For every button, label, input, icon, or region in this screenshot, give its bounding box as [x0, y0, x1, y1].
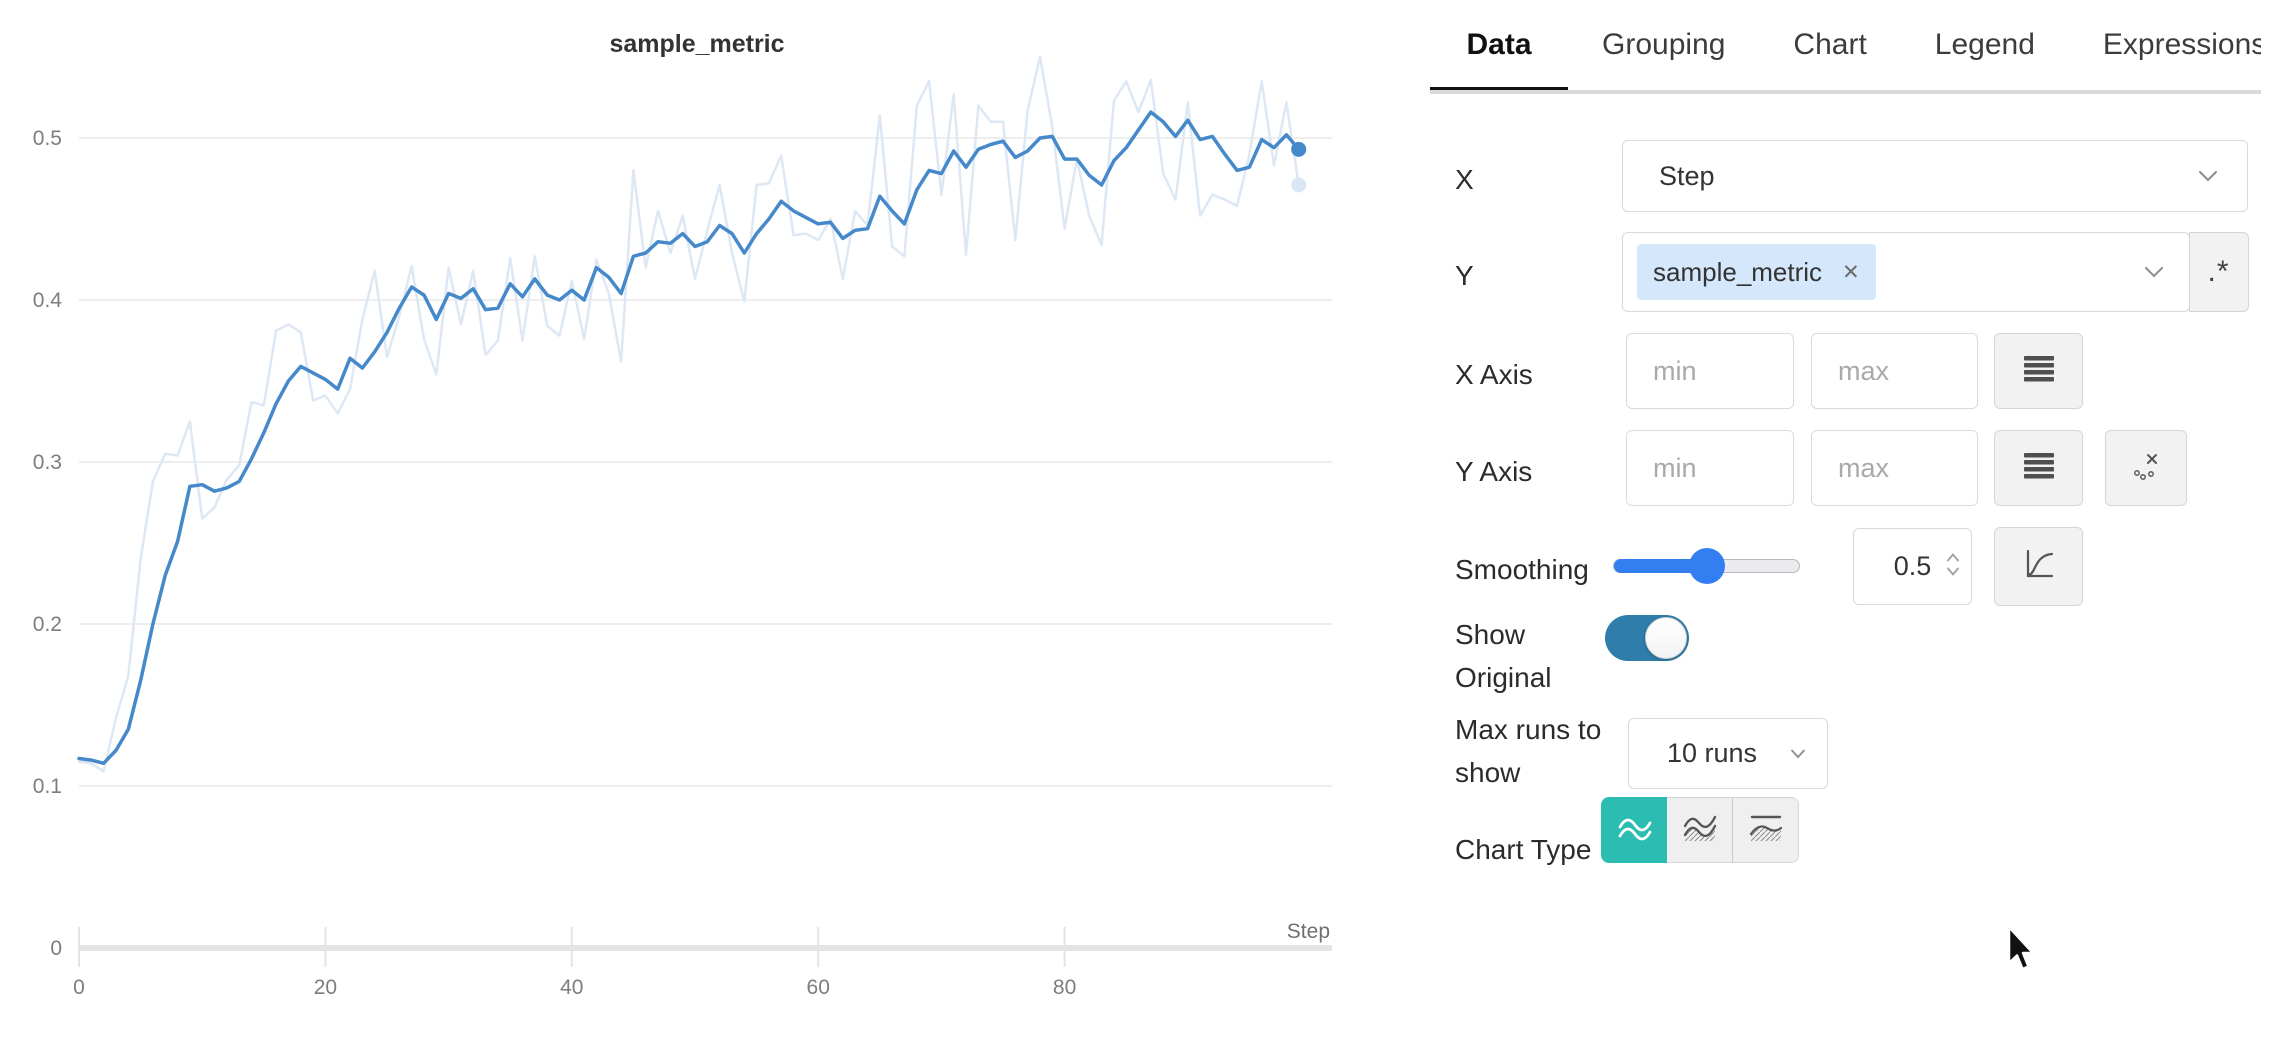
smoothed-line	[77, 110, 1301, 766]
y-tick-label: 0.4	[33, 289, 63, 312]
y-tick-label: 0.2	[33, 613, 62, 636]
outliers-icon	[2129, 449, 2163, 488]
x-axis-range-label: X Axis	[1455, 359, 1533, 390]
x-axis-max-input[interactable]	[1811, 333, 1978, 409]
regex-toggle-button[interactable]: .*	[2188, 232, 2249, 312]
smoothing-value: 0.5	[1893, 551, 1932, 581]
chart-type-label: Chart Type	[1455, 834, 1592, 865]
stepper-arrows-icon[interactable]	[1945, 550, 1961, 583]
y-axis-range-label: Y Axis	[1455, 456, 1533, 487]
y-axis-max-input[interactable]	[1811, 430, 1978, 506]
original-endpoint-dot	[1291, 177, 1307, 193]
chevron-down-icon	[2197, 169, 2219, 183]
running-average-button[interactable]	[1994, 527, 2083, 606]
chart-settings-panel: Data Grouping Chart Legend Expressions X…	[1430, 0, 2272, 1040]
x-axis-select[interactable]: Step	[1622, 140, 2248, 212]
chart-type-band-button[interactable]	[1733, 797, 1799, 863]
y-tick-label: 0	[50, 937, 62, 960]
chart-type-area-button[interactable]	[1667, 797, 1733, 863]
bars-icon	[2022, 451, 2056, 486]
smoothing-curve-icon	[2021, 546, 2057, 587]
x-tick-label: 60	[807, 976, 830, 999]
x-axis-title: Step	[1287, 920, 1330, 943]
x-tick-label: 40	[560, 976, 583, 999]
y-tick-label: 0.3	[33, 451, 62, 474]
x-field-label: X	[1455, 164, 1474, 195]
metric-chart-panel: 0 0.1 0.2 0.3 0.4 0.5 0 20 40 60 80 Step sample_metr…	[0, 0, 1430, 1040]
remove-metric-icon[interactable]: ✕	[1842, 260, 1860, 284]
x-tick-label: 0	[73, 976, 85, 999]
smoothing-slider[interactable]	[1613, 548, 1800, 584]
std-dev-band-icon	[1745, 807, 1787, 854]
chart-type-group	[1601, 797, 1799, 863]
chart-type-line-button[interactable]	[1601, 797, 1667, 863]
tab-data[interactable]: Data	[1430, 2, 1568, 90]
smoothing-value-spinner[interactable]: 0.5	[1853, 528, 1972, 605]
settings-tabs: Data Grouping Chart Legend Expressions	[1430, 0, 2261, 94]
x-axis-log-scale-button[interactable]	[1994, 333, 2083, 409]
x-axis-min-input[interactable]	[1626, 333, 1794, 409]
max-runs-select[interactable]: 10 runs	[1628, 718, 1828, 789]
show-original-label: Show Original	[1455, 619, 1552, 694]
metric-tag-label: sample_metric	[1653, 256, 1823, 287]
chart-title: sample_metric	[609, 30, 784, 58]
y-tick-label: 0.1	[33, 775, 62, 798]
x-axis-selected-value: Step	[1659, 160, 1715, 191]
y-field-label: Y	[1455, 260, 1474, 291]
tab-legend[interactable]: Legend	[1934, 28, 2035, 61]
tab-grouping[interactable]: Grouping	[1602, 28, 1726, 61]
y-axis-log-scale-button[interactable]	[1994, 430, 2083, 506]
ignore-outliers-button[interactable]	[2105, 430, 2187, 506]
x-tick-label: 20	[314, 976, 337, 999]
max-runs-selected-value: 10 runs	[1667, 738, 1758, 768]
tab-chart[interactable]: Chart	[1793, 28, 1867, 61]
x-tick-label: 80	[1053, 976, 1076, 999]
metric-tag: sample_metric ✕	[1637, 244, 1876, 300]
line-plot-icon	[1614, 807, 1656, 854]
chevron-down-icon	[2143, 265, 2165, 279]
smoothing-label: Smoothing	[1455, 554, 1589, 585]
y-tick-label: 0.5	[33, 127, 62, 150]
max-runs-label: Max runs to show	[1455, 714, 1602, 789]
metric-line-chart[interactable]: 0 0.1 0.2 0.3 0.4 0.5 0 20 40 60 80 Step sample_metr…	[0, 0, 1430, 1040]
toggle-knob	[1645, 617, 1687, 659]
tab-expressions[interactable]: Expressions	[2102, 28, 2261, 61]
original-line	[77, 55, 1300, 773]
y-axis-min-input[interactable]	[1626, 430, 1794, 506]
y-metric-select[interactable]: sample_metric ✕	[1622, 232, 2190, 312]
chevron-down-icon	[1789, 748, 1807, 760]
smoothed-endpoint-dot	[1291, 141, 1307, 157]
min-max-area-icon	[1679, 807, 1721, 854]
show-original-toggle[interactable]	[1605, 615, 1689, 661]
bars-icon	[2022, 354, 2056, 389]
smoothing-slider-fill	[1614, 559, 1707, 573]
smoothing-slider-handle[interactable]	[1688, 548, 1725, 584]
